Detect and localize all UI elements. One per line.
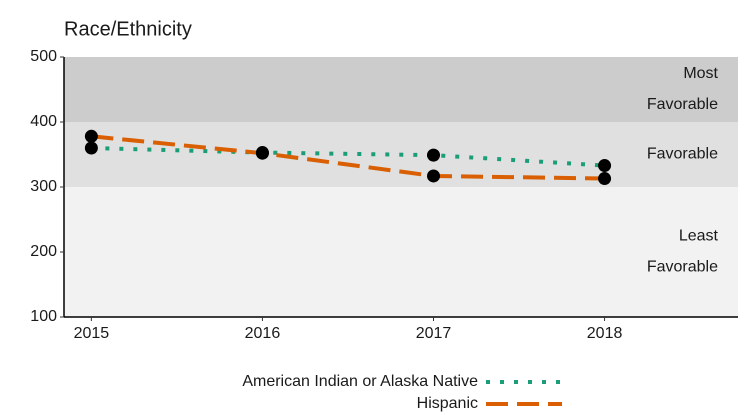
band-label: Favorable [647,96,718,113]
band-label: Least [679,228,719,245]
data-point [84,141,98,155]
y-tick-label: 200 [30,243,57,260]
data-point [598,172,612,186]
x-tick-label: 2016 [245,325,281,342]
data-point [427,169,441,183]
data-point [427,148,441,162]
series-line [91,146,605,168]
series-line [91,134,605,181]
y-tick-label: 300 [30,178,57,195]
x-tick-label: 2018 [587,325,623,342]
band-label: Favorable [647,259,718,276]
band-label: Most [683,65,718,82]
data-point [84,129,98,143]
data-point [598,159,612,173]
band [64,57,738,122]
x-tick-label: 2017 [416,325,452,342]
band [64,187,738,317]
band-label: Favorable [647,146,718,163]
chart-title: Race/Ethnicity [64,18,192,40]
y-tick-label: 500 [30,48,57,65]
y-tick-label: 400 [30,113,57,130]
x-tick-label: 2015 [74,325,110,342]
legend-label: American Indian or Alaska Native [242,373,478,390]
legend-label: Hispanic [417,395,478,412]
data-point [255,146,269,160]
y-tick-label: 100 [30,308,57,325]
